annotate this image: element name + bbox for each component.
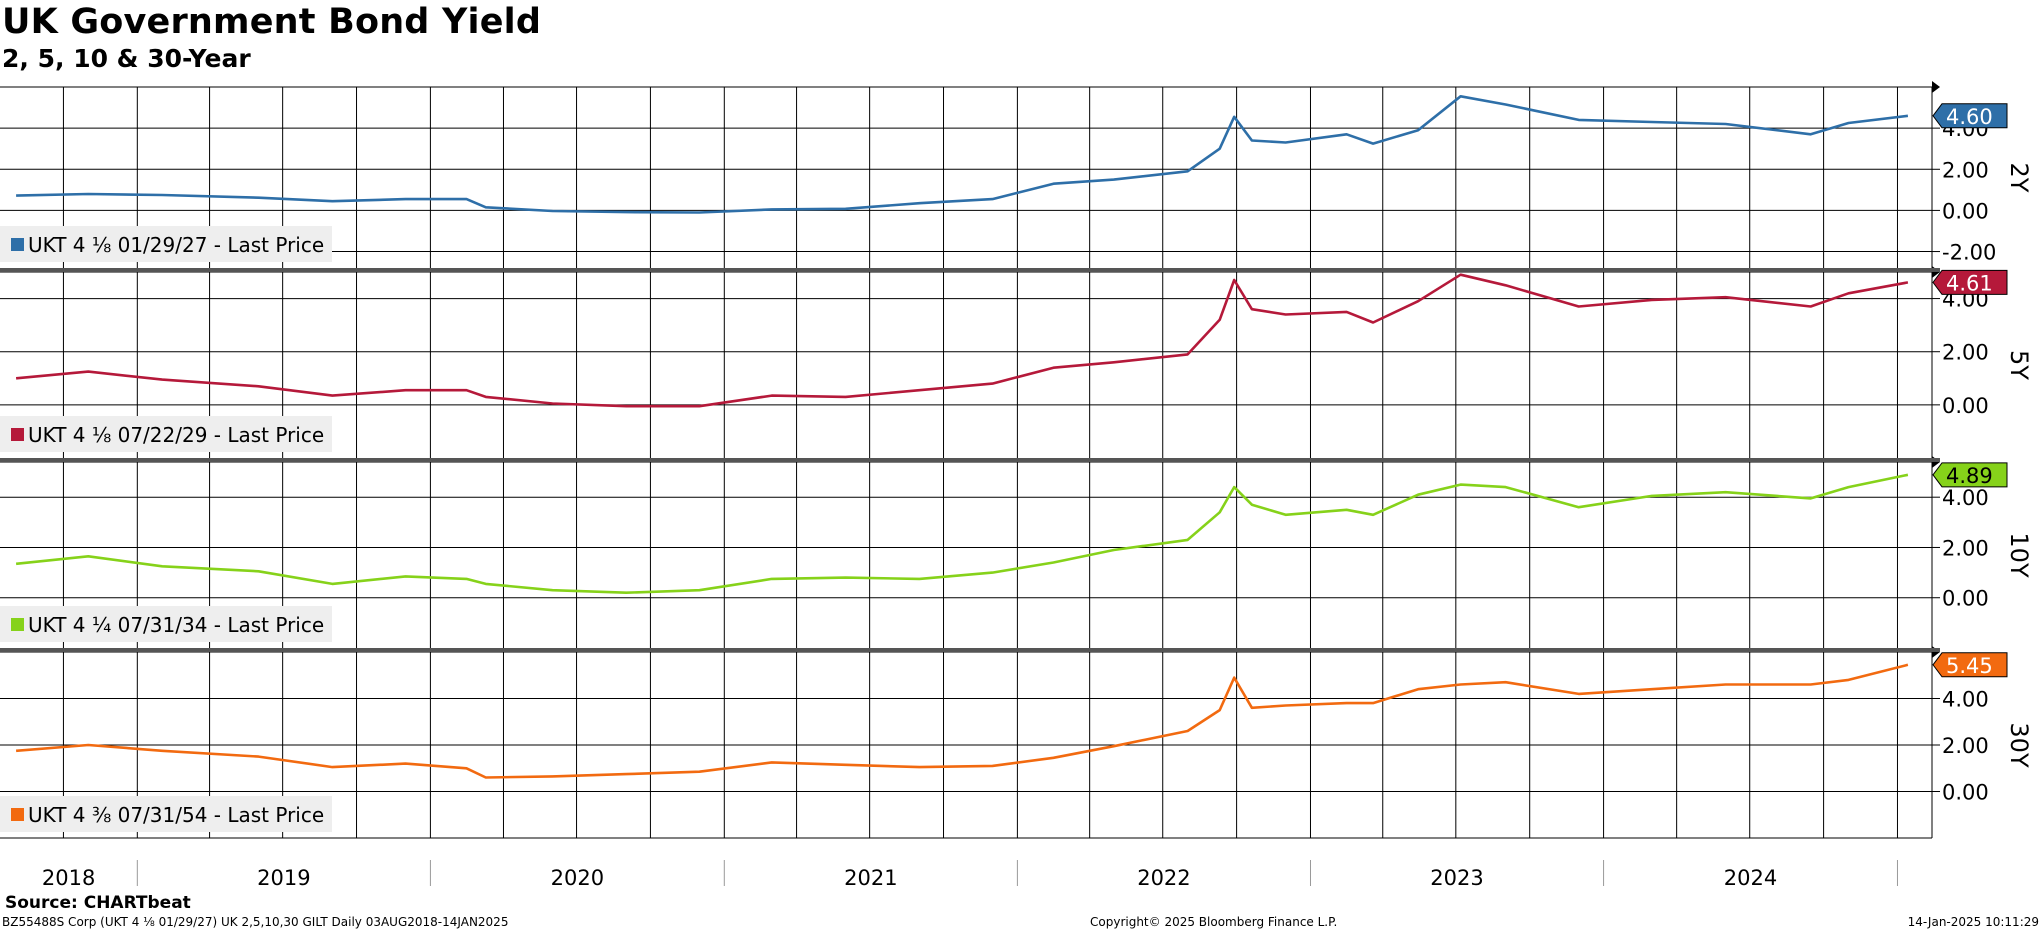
y-tick-label: 2.00 xyxy=(1942,158,1989,182)
x-tick-label: 2024 xyxy=(1724,866,1777,890)
legend-label: UKT 4 ⅜ 07/31/54 - Last Price xyxy=(28,803,324,827)
panel-axis-label: 5Y xyxy=(2005,350,2033,380)
x-tick-label: 2021 xyxy=(844,866,897,890)
last-value-badge xyxy=(1932,269,2008,295)
legend-box xyxy=(0,606,332,642)
footer-ticker-info: BZ55488S Corp (UKT 4 ⅛ 01/29/27) UK 2,5,… xyxy=(2,915,509,929)
y-tick-label: 0.00 xyxy=(1942,199,1989,223)
panel-axis-label: 2Y xyxy=(2005,163,2033,193)
x-tick-label: 2023 xyxy=(1430,866,1483,890)
chart-title: UK Government Bond Yield xyxy=(2,2,542,42)
last-value-label: 4.61 xyxy=(1946,271,1993,295)
y-tick-label: 4.00 xyxy=(1942,688,1989,712)
chart-subtitle: 2, 5, 10 & 30-Year xyxy=(2,44,251,73)
panel-separator xyxy=(0,458,1940,462)
legend-label: UKT 4 ⅛ 07/22/29 - Last Price xyxy=(28,423,324,447)
legend-box xyxy=(0,416,332,452)
y-tick-label: 0.00 xyxy=(1942,781,1989,805)
y-tick-label: -2.00 xyxy=(1942,241,1996,265)
last-value-label: 4.89 xyxy=(1946,464,1993,488)
legend-swatch xyxy=(11,238,24,251)
last-value-badge xyxy=(1932,462,2008,488)
panel-separator xyxy=(0,648,1940,652)
legend-label: UKT 4 ¼ 07/31/34 - Last Price xyxy=(28,613,324,637)
legend-swatch xyxy=(11,618,24,631)
y-tick-label: 4.00 xyxy=(1942,486,1989,510)
y-tick-label: 2.00 xyxy=(1942,341,1989,365)
footer-timestamp: 14-Jan-2025 10:11:29 xyxy=(1907,915,2039,929)
legend-box xyxy=(0,226,332,262)
series-line-10y xyxy=(15,473,1909,595)
legend-label: UKT 4 ⅛ 01/29/27 - Last Price xyxy=(28,233,324,257)
y-tick-label: 2.00 xyxy=(1942,734,1989,758)
y-tick-label: 2.00 xyxy=(1942,536,1989,560)
series-line-30y xyxy=(15,663,1909,779)
series-line-5y xyxy=(15,273,1909,408)
last-value-badge xyxy=(1932,103,2008,129)
x-tick-label: 2020 xyxy=(551,866,604,890)
x-tick-label: 2018 xyxy=(42,866,95,890)
footer-copyright: Copyright© 2025 Bloomberg Finance L.P. xyxy=(1090,915,1338,929)
last-value-badge xyxy=(1932,652,2008,678)
y-tick-label: 0.00 xyxy=(1942,394,1989,418)
last-value-label: 5.45 xyxy=(1946,654,1993,678)
legend-swatch xyxy=(11,428,24,441)
panel-separator xyxy=(0,268,1940,272)
series-line-2y xyxy=(16,95,1909,214)
panel-axis-label: 30Y xyxy=(2005,722,2033,768)
x-tick-label: 2022 xyxy=(1137,866,1190,890)
legend-swatch xyxy=(11,808,24,821)
last-value-label: 4.60 xyxy=(1946,105,1993,129)
y-tick-label: 0.00 xyxy=(1942,587,1989,611)
y-axis-arrow xyxy=(1932,81,1940,93)
legend-box xyxy=(0,796,332,832)
source-note: Source: CHARTbeat xyxy=(5,893,191,913)
panel-axis-label: 10Y xyxy=(2005,532,2033,578)
x-tick-label: 2019 xyxy=(257,866,310,890)
